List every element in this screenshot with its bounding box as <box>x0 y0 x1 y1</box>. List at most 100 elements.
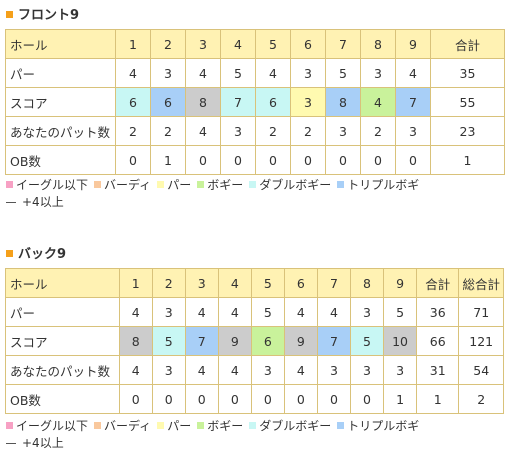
hole-cell: 6 <box>255 87 291 117</box>
hole-cell: 4 <box>184 297 219 327</box>
row-label: あなたのパット数 <box>5 355 120 385</box>
hole-cell: 6 <box>115 87 151 117</box>
hole-cell: 0 <box>184 384 219 414</box>
front-nine-title-text: フロント9 <box>18 8 80 23</box>
legend-swatch-icon <box>157 181 165 188</box>
hole-cell: 2 <box>360 116 396 146</box>
legend-line: +4以上 <box>6 435 425 452</box>
legend-label: ダブルボギー <box>259 178 332 192</box>
hole-cell: 7 <box>316 326 351 356</box>
hole-cell: 0 <box>151 384 186 414</box>
total-cell: 66 <box>416 326 460 356</box>
hole-cell: 0 <box>283 384 318 414</box>
row-label: スコア <box>5 326 120 356</box>
hole-cell: 3 <box>151 297 186 327</box>
legend-swatch-icon <box>94 422 102 429</box>
hole-cell: 3 <box>290 87 326 117</box>
legend-item: ダブルボギー <box>249 418 331 435</box>
grand-total-cell: 121 <box>458 326 504 356</box>
legend-label: ボギー <box>207 178 244 192</box>
row-label: スコア <box>5 87 116 117</box>
score-row: スコア 6 6 8 7 6 3 8 4 7 55 <box>5 87 505 117</box>
grand-total-cell: 54 <box>458 355 504 385</box>
hole-cell: 7 <box>184 326 219 356</box>
hole-cell: 0 <box>118 384 153 414</box>
score-row: OB数 0 1 0 0 0 0 0 0 0 1 <box>5 145 505 175</box>
score-row: パー 4 3 4 5 4 3 5 3 4 35 <box>5 58 505 88</box>
hole-number: 8 <box>349 268 385 298</box>
hole-number: 3 <box>184 268 219 298</box>
hole-number: 1 <box>115 29 151 59</box>
legend-swatch-icon <box>249 422 257 429</box>
legend-item: パー <box>157 418 191 435</box>
hole-cell: 0 <box>115 145 151 175</box>
row-label: パー <box>5 58 116 88</box>
hole-number: 5 <box>255 29 291 59</box>
hole-label: ホール <box>5 29 116 59</box>
hole-cell: 4 <box>217 297 252 327</box>
hole-cell: 4 <box>360 87 396 117</box>
hole-number: 6 <box>283 268 318 298</box>
hole-number: 1 <box>118 268 153 298</box>
hole-cell: 8 <box>185 87 221 117</box>
hole-cell: 4 <box>118 355 153 385</box>
hole-cell: 3 <box>150 58 186 88</box>
total-cell: 1 <box>416 384 460 414</box>
legend-line: イーグル以下 バーディ パー ボギー ダブルボギー トリプルボギ <box>6 177 425 194</box>
legend-item: バーディ <box>94 177 151 194</box>
hole-cell: 5 <box>250 297 285 327</box>
hole-cell: 4 <box>185 116 221 146</box>
legend-item: パー <box>157 177 191 194</box>
hole-cell: 5 <box>349 326 385 356</box>
hole-cell: 3 <box>250 355 285 385</box>
legend-swatch-icon <box>6 181 13 188</box>
hole-cell: 5 <box>325 58 361 88</box>
hole-cell: 4 <box>184 355 219 385</box>
front-nine-scorecard: ホール 1 2 3 4 5 6 7 8 9 合計 パー 4 3 4 5 4 3 5 3 4 35 スコア 6 6 8 7 6 3 8 4 7 5… <box>5 29 505 175</box>
score-row: あなたのパット数 4 3 4 4 3 4 3 3 3 31 54 <box>5 355 504 385</box>
legend-swatch-icon <box>94 181 102 188</box>
hole-cell: 4 <box>316 297 351 327</box>
row-label: OB数 <box>5 384 120 414</box>
hole-number: 4 <box>220 29 256 59</box>
hole-cell: 6 <box>250 326 285 356</box>
hole-cell: 3 <box>395 116 431 146</box>
legend-swatch-icon <box>6 422 13 429</box>
back-nine-title-text: バック9 <box>18 247 67 262</box>
legend-line: イーグル以下 バーディ パー ボギー ダブルボギー トリプルボギ <box>6 418 425 435</box>
grand-total-cell: 71 <box>458 297 504 327</box>
hole-cell: 0 <box>185 145 221 175</box>
hole-cell: 10 <box>383 326 418 356</box>
score-row: OB数 0 0 0 0 0 0 0 0 1 1 2 <box>5 384 504 414</box>
hole-number: 6 <box>290 29 326 59</box>
hole-cell: 2 <box>150 116 186 146</box>
hole-number: 9 <box>383 268 418 298</box>
legend-label: トリプルボギ <box>347 178 420 192</box>
hole-cell: 0 <box>217 384 252 414</box>
hole-cell: 2 <box>290 116 326 146</box>
hole-cell: 0 <box>220 145 256 175</box>
hole-cell: 7 <box>395 87 431 117</box>
legend-dash-icon <box>6 443 16 444</box>
score-row: あなたのパット数 2 2 4 3 2 2 3 2 3 23 <box>5 116 505 146</box>
legend-label: トリプルボギ <box>347 419 420 433</box>
hole-cell: 3 <box>290 58 326 88</box>
header-row: ホール 1 2 3 4 5 6 7 8 9 合計 総合計 <box>5 268 504 298</box>
legend-label: バーディ <box>104 178 152 192</box>
hole-cell: 0 <box>250 384 285 414</box>
legend-swatch-icon <box>249 181 257 188</box>
legend-swatch-icon <box>157 422 165 429</box>
hole-cell: 5 <box>151 326 186 356</box>
total-header: 総合計 <box>458 268 504 298</box>
legend-swatch-icon <box>197 422 205 429</box>
hole-cell: 3 <box>349 297 385 327</box>
legend-label: ダブルボギー <box>259 419 332 433</box>
legend-item: イーグル以下 <box>6 177 88 194</box>
back-nine-scorecard: ホール 1 2 3 4 5 6 7 8 9 合計 総合計 パー 4 3 4 4 5 4 4 3 5 36 71 スコア 8 5 7 9 6… <box>5 268 504 414</box>
hole-number: 8 <box>360 29 396 59</box>
hole-number: 7 <box>316 268 351 298</box>
hole-cell: 0 <box>290 145 326 175</box>
hole-cell: 8 <box>325 87 361 117</box>
legend-swatch-icon <box>337 181 345 188</box>
total-cell: 1 <box>430 145 505 175</box>
